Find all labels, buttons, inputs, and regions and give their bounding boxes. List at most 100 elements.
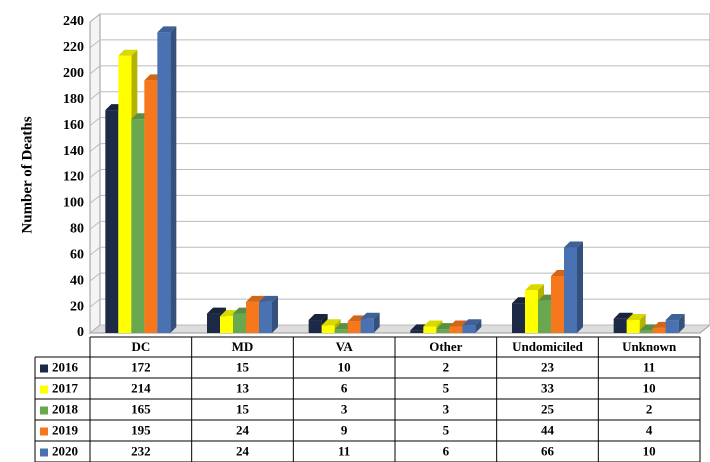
y-tick-label: 240 — [63, 14, 84, 29]
grid-line — [89, 324, 710, 334]
table-value: 15 — [236, 401, 250, 416]
bar-front — [652, 327, 666, 333]
bar-top — [207, 307, 226, 314]
y-tick-label: 80 — [70, 222, 84, 237]
table-value: 10 — [643, 443, 656, 458]
bar-front — [105, 110, 119, 333]
bar-top — [462, 319, 482, 326]
bar-front — [512, 303, 525, 333]
bar-side — [577, 241, 583, 333]
table-value: 9 — [341, 422, 348, 437]
bar-front — [423, 326, 437, 333]
bar-front — [551, 275, 564, 333]
bar-side — [170, 26, 177, 333]
x-tick-label: VA — [336, 339, 354, 354]
table-value: 5 — [443, 380, 450, 395]
bar — [462, 319, 482, 333]
bar-front — [613, 318, 627, 333]
table-value: 6 — [443, 443, 450, 458]
y-tick-label: 0 — [77, 325, 84, 340]
legend-key — [40, 427, 48, 436]
y-tick-label: 20 — [70, 299, 84, 314]
bar-top — [308, 314, 328, 321]
x-tick-label: Undomiciled — [512, 339, 584, 354]
y-tick-label: 220 — [63, 40, 84, 55]
table-value: 10 — [338, 359, 351, 374]
table-value: 66 — [541, 443, 555, 458]
grid-line — [89, 272, 710, 282]
bar-front — [564, 247, 577, 333]
grid-line — [89, 65, 710, 75]
bar — [665, 314, 685, 333]
grid-line — [89, 13, 710, 23]
bar-top — [564, 241, 583, 248]
y-axis-label: Number of Deaths — [19, 116, 35, 233]
bar-front — [410, 330, 424, 333]
grid-line — [89, 91, 710, 101]
x-tick-label: Other — [429, 339, 462, 354]
table-value: 11 — [338, 443, 350, 458]
bar-side — [272, 295, 278, 333]
legend-label: 2018 — [52, 401, 79, 416]
bar-front — [436, 329, 450, 333]
bar-front — [538, 300, 551, 333]
bar-top — [360, 312, 380, 319]
bar-front — [259, 301, 272, 333]
legend-key — [40, 406, 48, 415]
legend-label: 2017 — [52, 380, 79, 395]
bar-front — [462, 325, 476, 333]
table-value: 44 — [541, 422, 555, 437]
grid-line — [89, 220, 710, 230]
bar-front — [118, 55, 132, 334]
bar-front — [157, 32, 171, 333]
y-tick-label: 120 — [63, 170, 84, 185]
table-value: 3 — [341, 401, 348, 416]
bar — [360, 312, 380, 333]
grid-line — [89, 143, 710, 152]
bar-front — [334, 329, 348, 333]
legend-label: 2020 — [52, 443, 78, 458]
table-value: 165 — [131, 401, 151, 416]
legend-key — [40, 364, 48, 373]
bar-front — [220, 316, 233, 333]
bar-top — [118, 49, 138, 56]
bar-top — [246, 295, 265, 302]
y-tick-label: 40 — [70, 273, 84, 288]
bar-front — [639, 330, 653, 333]
bar-top — [423, 320, 443, 327]
table-value: 11 — [643, 359, 655, 374]
x-tick-label: MD — [232, 339, 254, 354]
table-value: 3 — [443, 401, 450, 416]
bar-top — [525, 284, 544, 291]
bar-front — [665, 320, 679, 333]
bar-front — [144, 80, 158, 333]
table-value: 2 — [646, 401, 653, 416]
table-value: 172 — [131, 359, 151, 374]
bar — [157, 26, 177, 333]
legend-key — [40, 385, 48, 394]
table-value: 13 — [236, 380, 250, 395]
y-tick-label: 200 — [63, 66, 84, 81]
y-tick-label: 160 — [63, 118, 84, 133]
grid-line — [89, 246, 710, 256]
grid-line — [89, 117, 710, 127]
bar-top — [157, 26, 177, 33]
table-value: 25 — [541, 401, 555, 416]
table-value: 15 — [236, 359, 250, 374]
bar-front — [233, 313, 246, 333]
grid-line — [89, 194, 710, 204]
bar-top — [665, 314, 685, 321]
y-tick-label: 100 — [63, 196, 84, 211]
table-value: 4 — [646, 422, 653, 437]
bar-front — [525, 290, 538, 333]
bar-front — [626, 320, 640, 333]
bar-side — [678, 314, 685, 333]
y-tick-label: 140 — [63, 144, 84, 159]
grid-line — [89, 169, 710, 178]
table-value: 24 — [236, 422, 250, 437]
table-value: 195 — [131, 422, 151, 437]
table-value: 24 — [236, 443, 250, 458]
bar-front — [347, 321, 361, 333]
grid-line — [89, 298, 710, 308]
bar-side — [373, 312, 380, 333]
